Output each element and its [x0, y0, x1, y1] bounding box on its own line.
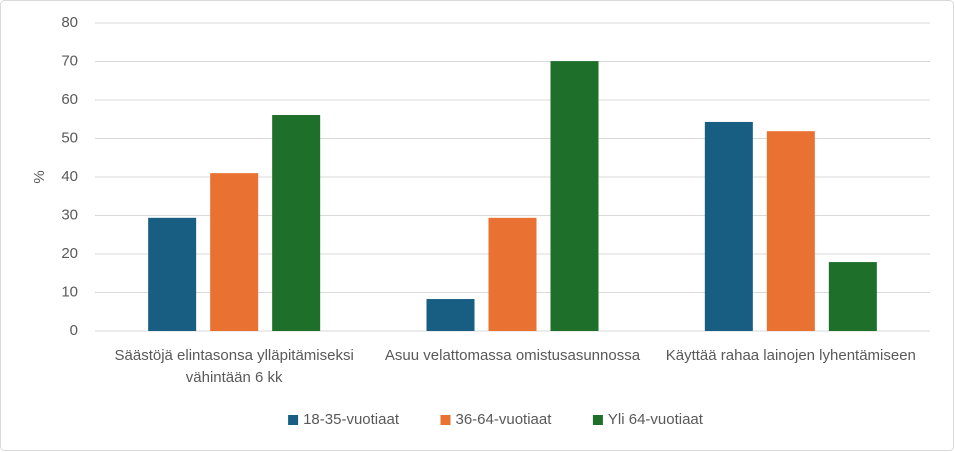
- x-tick-label: Käyttää rahaa lainojen lyhentämiseen: [665, 347, 916, 364]
- y-tick-label: 10: [61, 283, 78, 300]
- y-tick-label: 50: [61, 129, 78, 146]
- y-axis-title: %: [31, 170, 48, 183]
- y-tick-label: 0: [70, 322, 78, 339]
- bar: [210, 173, 259, 331]
- x-tick-label: Asuu velattomassa omistusasunnossa: [384, 347, 641, 364]
- legend-label: 36-64-vuotiaat: [456, 411, 553, 428]
- bar: [550, 61, 599, 332]
- bar: [488, 217, 537, 331]
- bar: [828, 262, 877, 331]
- bar: [148, 217, 197, 331]
- y-tick-label: 70: [61, 52, 78, 69]
- y-tick-label: 20: [61, 245, 78, 262]
- y-tick-label: 80: [61, 14, 78, 31]
- legend-label: 18-35-vuotiaat: [303, 411, 400, 428]
- legend-label: Yli 64-vuotiaat: [608, 411, 704, 428]
- legend-swatch: [288, 415, 299, 425]
- legend-swatch: [440, 415, 451, 425]
- bar: [766, 131, 815, 331]
- bar: [426, 299, 475, 331]
- bar: [704, 121, 753, 331]
- bar: [272, 115, 321, 331]
- y-tick-label: 40: [61, 168, 78, 185]
- y-tick-label: 30: [61, 206, 78, 223]
- y-tick-label: 60: [61, 91, 78, 108]
- legend-swatch: [592, 415, 603, 425]
- x-tick-label: Säästöjä elintasonsa ylläpitämiseksi väh…: [114, 347, 354, 386]
